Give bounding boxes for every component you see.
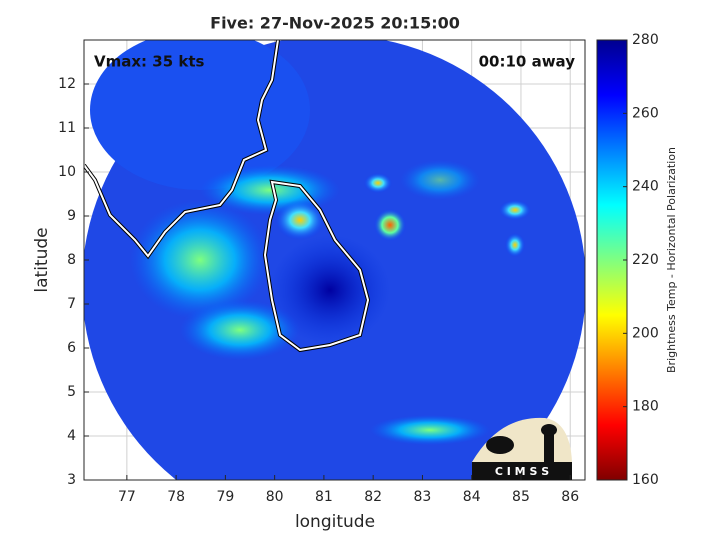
x-tick-label: 80 — [266, 489, 284, 505]
annotation: 00:10 away — [479, 53, 576, 71]
x-tick-label: 85 — [512, 489, 530, 505]
y-tick-label: 10 — [58, 164, 76, 180]
colorbar-tick-label: 160 — [632, 472, 659, 488]
colorbar-tick-label: 240 — [632, 179, 659, 195]
y-tick-label: 3 — [67, 472, 76, 488]
y-tick-label: 7 — [67, 296, 76, 312]
annotation: Vmax: 35 kts — [94, 53, 204, 71]
y-tick-label: 9 — [67, 208, 76, 224]
x-axis-label: longitude — [295, 512, 375, 532]
y-tick-label: 4 — [67, 428, 76, 444]
logo: C I M S S — [472, 417, 572, 480]
y-axis-label: latitude — [32, 227, 52, 292]
x-tick-label: 86 — [561, 489, 579, 505]
x-tick-label: 84 — [463, 489, 481, 505]
colorbar-tick-label: 180 — [632, 399, 659, 415]
x-tick-label: 81 — [315, 489, 333, 505]
x-tick-label: 83 — [414, 489, 432, 505]
colorbar-tick-label: 200 — [632, 325, 659, 341]
x-tick-label: 82 — [364, 489, 382, 505]
colorbar: 160 180 200 220 240 260 280 — [596, 32, 659, 488]
x-tick-label: 77 — [118, 489, 136, 505]
x-tick-label: 78 — [167, 489, 185, 505]
colorbar-label: Brightness Temp - Horizontal Polarizatio… — [665, 147, 678, 373]
colorbar-scale — [596, 39, 628, 481]
satellite-image — [84, 40, 585, 480]
y-tick-label: 12 — [58, 76, 76, 92]
colorbar-tick-label: 280 — [632, 32, 659, 48]
y-tick-label: 6 — [67, 340, 76, 356]
coastline — [84, 40, 371, 353]
colorbar-tick-label: 220 — [632, 252, 659, 268]
logo-text: C I M S S — [495, 465, 549, 478]
y-tick-label: 8 — [67, 252, 76, 268]
chart-title: Five: 27-Nov-2025 20:15:00 — [210, 14, 460, 33]
colorbar-tick-label: 260 — [632, 105, 659, 121]
plot-area: C I M S S Vmax: 35 kts 00:10 away — [83, 39, 586, 481]
x-tick-label: 79 — [216, 489, 234, 505]
y-tick-label: 11 — [58, 120, 76, 136]
y-tick-label: 5 — [67, 384, 76, 400]
